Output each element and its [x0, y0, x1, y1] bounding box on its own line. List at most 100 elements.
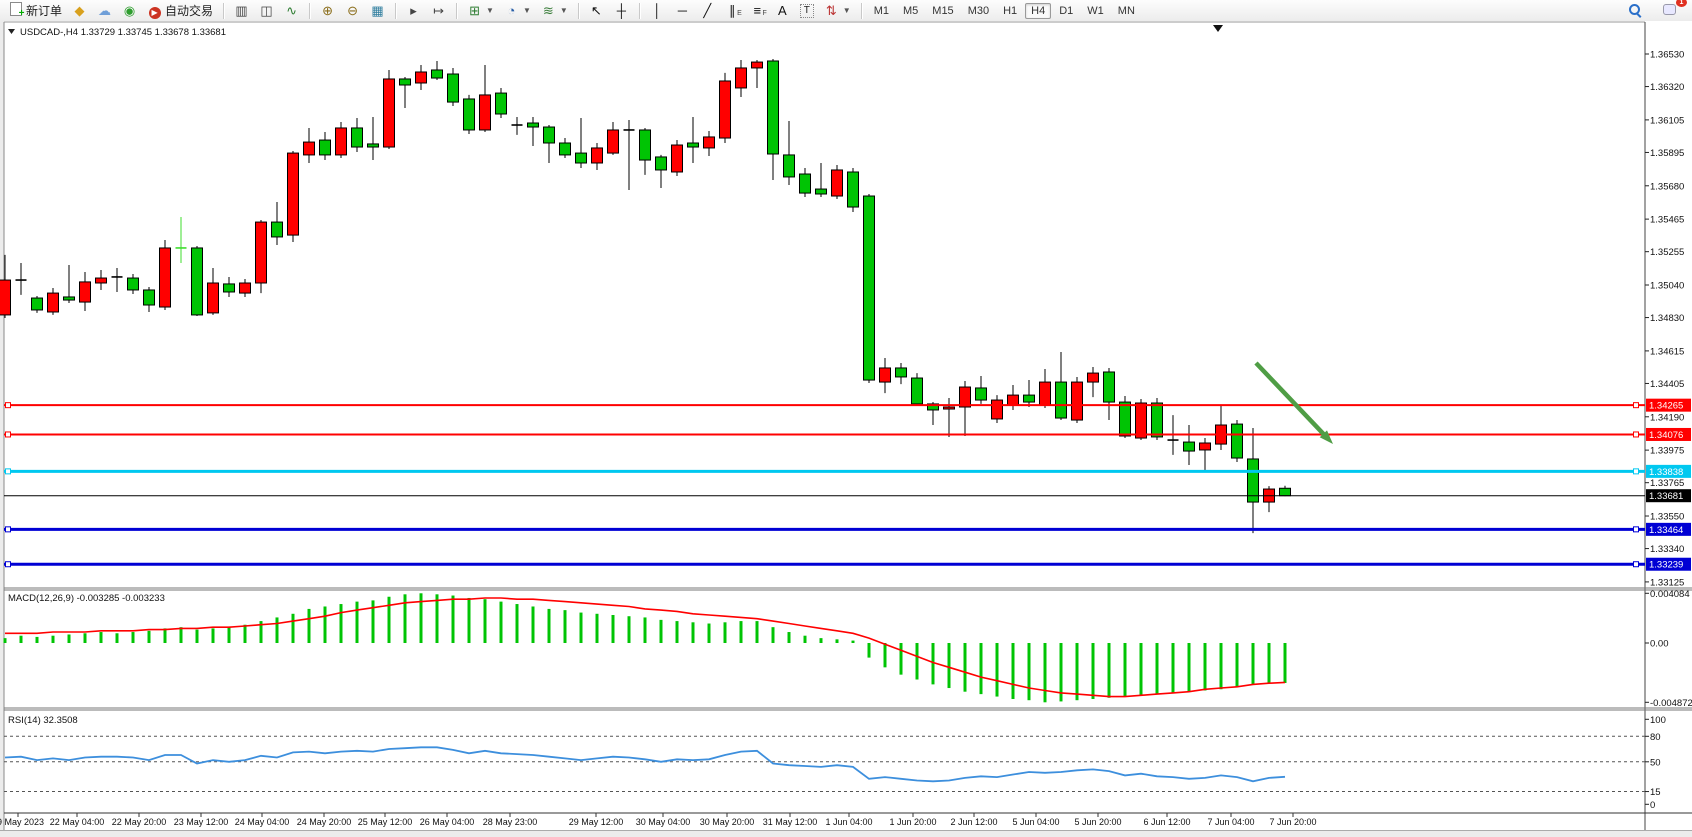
new-chart-button[interactable]: ⊞ ▼: [462, 1, 499, 20]
macd-histogram-bar: [739, 621, 743, 643]
line-handle[interactable]: [1633, 431, 1639, 438]
toolbar-separator: [577, 2, 579, 19]
horizontal-line-objects[interactable]: [4, 402, 1645, 568]
cursor-button[interactable]: ↖: [584, 1, 609, 20]
toolbar: + 新订单 ◆ ☁ ◉ ▶ 自动交易 ▥ ◫ ∿ ⊕ ⊖ ▦ ▸ ↦ ⊞ ▼ ◔ ▼ ≋ ▼ ↖ ┼ │ ─ ╱ ∥ E ≡ F A T ⇅ ▼ M…: [0, 0, 1692, 22]
line-handle[interactable]: [1633, 468, 1639, 475]
bar-chart-button[interactable]: ▥: [229, 1, 254, 20]
svg-text:0.00: 0.00: [1650, 639, 1669, 650]
line-handle[interactable]: [1633, 402, 1639, 409]
tf-h4-button[interactable]: H4: [1025, 2, 1052, 19]
chart-window-button[interactable]: ◆: [67, 1, 92, 20]
zoom-in-button[interactable]: ⊕: [315, 1, 340, 20]
candlestick-chart-icon: ◫: [260, 3, 273, 18]
macd-histogram-bar: [1107, 643, 1111, 698]
toolbar-group-windows: ⊞ ▼ ◔ ▼ ≋ ▼: [459, 0, 576, 21]
macd-histogram-bar: [963, 643, 967, 692]
toolbar-group-standard: + 新订单 ◆ ☁ ◉ ▶ 自动交易: [0, 0, 221, 21]
chart-shift-button[interactable]: ↦: [426, 1, 451, 20]
auto-scroll-button[interactable]: ▸: [401, 1, 426, 20]
tf-m1-button[interactable]: M1: [873, 4, 889, 17]
text-button[interactable]: A: [770, 1, 795, 20]
profile-button[interactable]: ☁: [92, 1, 117, 20]
dropdown-arrow-icon: ▼: [559, 6, 568, 15]
macd-histogram-bar: [771, 627, 775, 643]
tf-w1-button[interactable]: W1: [1087, 4, 1104, 17]
chart-area[interactable]: 1.36530 1.36320 1.36105 1.35895 1.35680 1.354…: [0, 21, 1692, 837]
label-button[interactable]: T: [795, 2, 819, 20]
line-handle[interactable]: [5, 561, 11, 568]
svg-text:1.34076: 1.34076: [1649, 430, 1683, 441]
tf-mn-button[interactable]: MN: [1117, 4, 1135, 17]
svg-text:1 Jun 20:00: 1 Jun 20:00: [889, 817, 936, 827]
macd-histogram-bar: [947, 643, 951, 689]
macd-pane[interactable]: 0.004084 0.00 -0.004872 MACD(12,26,9) -0.00…: [3, 589, 1692, 709]
line-handle[interactable]: [1633, 561, 1639, 568]
tf-m5-button[interactable]: M5: [903, 4, 919, 17]
arrows-button[interactable]: ⇅ ▼: [819, 1, 856, 20]
line-handle[interactable]: [1633, 526, 1639, 533]
channel-button[interactable]: ∥ E: [720, 1, 745, 20]
toolbar-separator: [223, 2, 225, 19]
macd-histogram-bar: [307, 608, 311, 643]
chart-window[interactable]: 1.36530 1.36320 1.36105 1.35895 1.35680 1.354…: [0, 21, 1692, 837]
line-chart-button[interactable]: ∿: [279, 1, 304, 20]
macd-histogram-bar: [115, 633, 119, 643]
date-axis[interactable]: 19 May 2023 22 May 04:00 22 May 20:00 23 Ma…: [0, 812, 1692, 827]
templates-button[interactable]: ≋ ▼: [536, 1, 573, 20]
toolbar-separator: [395, 2, 397, 19]
horizontal-line-button[interactable]: ─: [670, 1, 695, 20]
tf-h1-button[interactable]: H1: [1003, 4, 1018, 17]
macd-histogram-bar: [259, 621, 263, 643]
tf-d1-button[interactable]: D1: [1059, 4, 1074, 17]
chart-shift-icon: ↦: [433, 3, 444, 18]
svg-text:80: 80: [1650, 732, 1661, 743]
svg-text:1.33125: 1.33125: [1650, 577, 1684, 588]
notification-badge: 1: [1676, 0, 1687, 7]
macd-histogram-bar: [611, 615, 615, 643]
arrow-annotation[interactable]: [1254, 361, 1333, 444]
dropdown-arrow-icon: ▼: [486, 6, 494, 15]
svg-text:30 May 04:00: 30 May 04:00: [636, 817, 691, 827]
svg-text:0: 0: [1650, 800, 1655, 811]
macd-histogram-bar: [339, 604, 343, 643]
title-dropdown-icon[interactable]: [8, 29, 15, 34]
price-badge: 1.33239: [1646, 557, 1691, 571]
line-handle[interactable]: [5, 526, 11, 533]
macd-histogram-bar: [19, 635, 23, 643]
fibonacci-button[interactable]: ≡ F: [745, 1, 770, 20]
toolbar-right: 1: [1622, 0, 1692, 20]
search-button[interactable]: [1622, 1, 1647, 20]
chart-shift-marker-icon[interactable]: [1213, 25, 1223, 32]
cloud-user-icon: ☁: [98, 3, 112, 18]
trendline-icon: ╱: [703, 3, 712, 18]
macd-histogram-bar: [1235, 643, 1239, 687]
candlestick-chart-button[interactable]: ◫: [254, 1, 279, 20]
svg-text:1.35680: 1.35680: [1650, 181, 1684, 192]
tf-m30-button[interactable]: M30: [967, 4, 990, 17]
svg-text:1 Jun 04:00: 1 Jun 04:00: [825, 817, 872, 827]
svg-text:25 May 12:00: 25 May 12:00: [358, 817, 413, 827]
vline-icon: │: [653, 3, 662, 18]
line-handle[interactable]: [5, 431, 11, 438]
tf-m15-button[interactable]: M15: [932, 4, 954, 17]
toolbar-separator: [309, 2, 311, 19]
zoom-out-button[interactable]: ⊖: [340, 1, 365, 20]
svg-text:1.34830: 1.34830: [1650, 313, 1684, 324]
rsi-pane[interactable]: 100 80 50 15 0 RSI(14) 32.3508: [4, 715, 1666, 811]
crosshair-button[interactable]: ┼: [609, 1, 634, 20]
line-handle[interactable]: [5, 468, 11, 475]
macd-histogram-bar: [355, 601, 359, 643]
zoom-in-icon: ⊕: [322, 3, 333, 18]
trendline-button[interactable]: ╱: [695, 1, 720, 20]
autotrading-button[interactable]: ▶ 自动交易: [142, 0, 218, 21]
new-order-button[interactable]: + 新订单: [3, 0, 67, 21]
tile-windows-button[interactable]: ▦: [365, 1, 390, 20]
signal-button[interactable]: ◉: [117, 1, 142, 20]
search-icon: [1627, 3, 1642, 18]
periods-button[interactable]: ◔ ▼: [499, 1, 536, 20]
line-handle[interactable]: [5, 402, 11, 409]
vertical-line-button[interactable]: │: [645, 1, 670, 20]
notifications-button[interactable]: 1: [1657, 0, 1687, 20]
price-axis[interactable]: 1.36530 1.36320 1.36105 1.35895 1.35680 1.354…: [1645, 50, 1684, 589]
